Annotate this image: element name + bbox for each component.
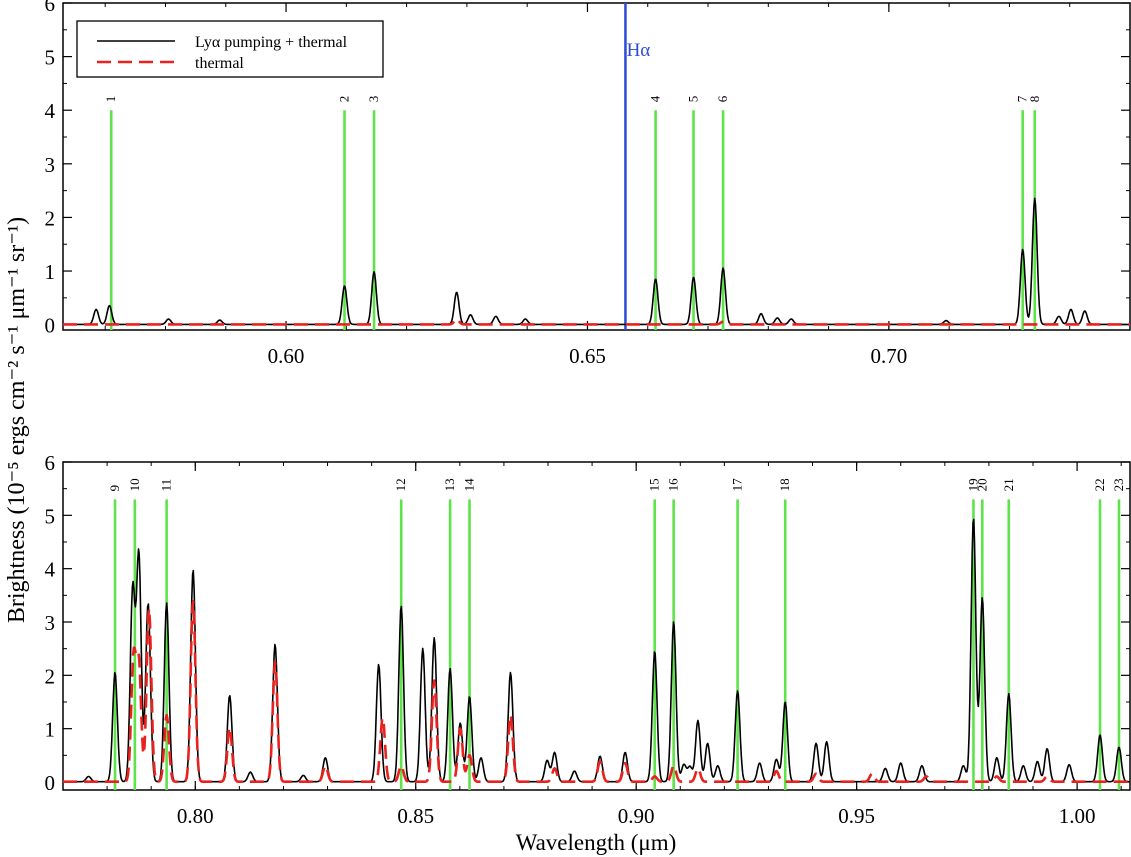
series-total-line	[62, 197, 1130, 326]
bottom-xtick-label: 1.00	[1059, 804, 1096, 828]
legend-box	[76, 20, 384, 78]
legend: Lyα pumping + thermal thermal	[76, 20, 384, 78]
legend-total-label: Lyα pumping + thermal	[195, 34, 348, 51]
top-ytick-label: 6	[45, 0, 56, 16]
marker-label-11: 11	[159, 479, 174, 492]
top-panel-series	[62, 197, 1131, 326]
x-axis-label: Wavelength (μm)	[516, 830, 677, 855]
top-panel-ticks: 0.60 0.65 0.70 0 1 2 3 4 5 6	[45, 0, 1130, 368]
bottom-ytick-label: 3	[45, 611, 56, 635]
bottom-ytick-label: 6	[45, 451, 56, 475]
marker-label-19: 19	[965, 478, 980, 491]
top-xtick-label: 0.65	[569, 344, 606, 368]
bottom-panel-frame	[62, 461, 1131, 791]
series-thermal-line	[62, 600, 1131, 784]
series-total-line	[62, 518, 1130, 783]
bottom-ytick-label: 2	[45, 664, 56, 688]
bottom-panel-series	[62, 518, 1131, 784]
marker-label-15: 15	[647, 478, 662, 491]
marker-label-12: 12	[393, 478, 408, 491]
top-panel-halpha: Hα	[624, 3, 651, 330]
bottom-xtick-label: 0.95	[838, 804, 875, 828]
marker-label-7: 7	[1015, 95, 1030, 102]
marker-label-21: 21	[1001, 478, 1016, 491]
marker-label-14: 14	[462, 478, 477, 492]
top-ytick-label: 5	[45, 46, 56, 70]
bottom-xtick-label: 0.90	[618, 804, 655, 828]
marker-label-18: 18	[777, 478, 792, 491]
legend-thermal-label: thermal	[195, 55, 244, 72]
top-ytick-label: 4	[45, 99, 56, 123]
top-panel: 0.60 0.65 0.70 0 1 2 3 4 5 6 1 2 3 4 5 6 78 Hα Lyα pump…	[45, 0, 1131, 368]
marker-label-4: 4	[648, 95, 663, 102]
bottom-ytick-label: 4	[45, 558, 56, 582]
marker-label-3: 3	[366, 96, 381, 103]
marker-label-17: 17	[730, 478, 745, 492]
top-ytick-label: 0	[45, 314, 56, 338]
series-thermal-line	[62, 317, 1131, 326]
bottom-xtick-label: 0.80	[177, 804, 214, 828]
marker-label-2: 2	[337, 96, 352, 103]
top-xtick-label: 0.70	[870, 344, 907, 368]
marker-label-13: 13	[442, 478, 457, 491]
marker-label-10: 10	[127, 478, 142, 491]
marker-label-22: 22	[1092, 478, 1107, 491]
marker-label-23: 23	[1111, 478, 1126, 491]
bottom-ytick-label: 5	[45, 504, 56, 528]
halpha-label: Hα	[627, 40, 651, 61]
marker-label-5: 5	[686, 96, 701, 103]
marker-label-9: 9	[107, 485, 122, 492]
marker-label-8: 8	[1027, 96, 1042, 103]
marker-label-20: 20	[974, 478, 989, 491]
bottom-ytick-label: 0	[45, 771, 56, 795]
top-ytick-label: 2	[45, 206, 56, 230]
bottom-xtick-label: 0.85	[397, 804, 434, 828]
bottom-ytick-label: 1	[45, 718, 56, 742]
marker-label-6: 6	[715, 95, 730, 102]
marker-label-1: 1	[103, 96, 118, 103]
top-ytick-label: 3	[45, 153, 56, 177]
top-ytick-label: 1	[45, 260, 56, 284]
top-panel-frame	[62, 2, 1131, 331]
marker-label-16: 16	[666, 478, 681, 492]
top-xtick-label: 0.60	[268, 344, 305, 368]
top-panel-marker-lines: 1 2 3 4 5 6 78	[103, 95, 1042, 330]
y-axis-label: Brightness (10⁻⁵ ergs cm⁻² s⁻¹ μm⁻¹ sr⁻¹…	[4, 217, 30, 623]
